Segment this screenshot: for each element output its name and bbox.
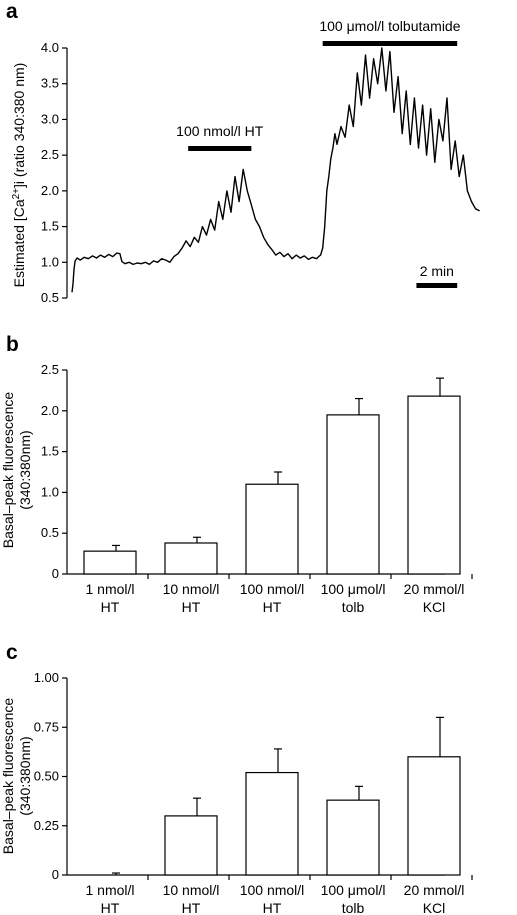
- tolbutamide-annotation-label: 100 μmol/l tolbutamide: [319, 18, 460, 34]
- bar-b: [164, 542, 218, 575]
- panel-label-c: c: [6, 641, 18, 664]
- category-label-c: 10 nmol/l: [163, 882, 220, 898]
- category-sublabel-c: HT: [101, 900, 120, 915]
- category-sublabel-c: tolb: [342, 900, 365, 915]
- category-sublabel-b: HT: [101, 599, 120, 615]
- category-label-b: 20 mmol/l: [404, 581, 465, 597]
- y-tick-label-a: 3.0: [41, 111, 59, 126]
- y-axis-title-a: Estimated [Ca2+]i (ratio 340:380 nm): [11, 63, 27, 288]
- category-label-b: 100 nmol/l: [240, 581, 305, 597]
- category-label-c: 1 nmol/l: [85, 882, 134, 898]
- y-tick-label-a: 2.0: [41, 183, 59, 198]
- y-axis-title-c: Basal–peak fluorescence: [0, 698, 16, 855]
- category-label-c: 100 nmol/l: [240, 882, 305, 898]
- panel-label-b: b: [6, 333, 19, 356]
- y-tick-label-a: 1.5: [41, 219, 59, 234]
- y-tick-label-b: 2.0: [41, 403, 59, 418]
- calcium-trace-line: [71, 47, 480, 293]
- y-tick-label-b: 1.5: [41, 444, 59, 459]
- y-tick-label-c: 0.25: [34, 818, 59, 833]
- category-sublabel-c: HT: [182, 900, 201, 915]
- time-scale-bar-label: 2 min: [420, 263, 454, 279]
- panel-b-bar-chart: b Basal–peak fluorescence (340:380nm) 0 0…: [0, 333, 473, 615]
- y-tick-label-a: 3.5: [41, 76, 59, 91]
- bar-b: [245, 483, 299, 575]
- y-tick-label-c: 0.75: [34, 719, 59, 734]
- time-scale-bar: [416, 283, 458, 288]
- bar-c: [326, 799, 380, 876]
- category-sublabel-b: tolb: [342, 599, 365, 615]
- y-tick-label-c: 0.50: [34, 769, 59, 784]
- category-label-b: 100 μmol/l: [321, 581, 386, 597]
- ht-annotation-label: 100 nmol/l HT: [176, 123, 264, 139]
- bar-c: [245, 771, 299, 876]
- y-tick-label-a: 0.5: [41, 290, 59, 305]
- panel-label-a: a: [6, 0, 18, 23]
- category-label-c: 20 mmol/l: [404, 882, 465, 898]
- y-tick-label-c: 0: [52, 867, 59, 882]
- category-sublabel-b: HT: [263, 599, 282, 615]
- bar-b: [326, 414, 380, 575]
- tolbutamide-application-bar: [322, 41, 458, 46]
- category-label-b: 10 nmol/l: [163, 581, 220, 597]
- category-label-c: 100 μmol/l: [321, 882, 386, 898]
- category-sublabel-b: KCl: [423, 599, 446, 615]
- y-tick-label-b: 0.5: [41, 525, 59, 540]
- y-tick-label-c: 1.00: [34, 670, 59, 685]
- panel-c-bar-chart: c Basal–peak fluorescence (340:380nm) 0 0…: [0, 641, 473, 915]
- ht-application-bar: [188, 146, 252, 151]
- bar-c: [407, 756, 461, 876]
- y-axis-title-b: Basal–peak fluorescence: [0, 392, 16, 549]
- y-tick-label-b: 0: [52, 566, 59, 581]
- y-tick-label-a: 4.0: [41, 40, 59, 55]
- category-sublabel-b: HT: [182, 599, 201, 615]
- category-label-b: 1 nmol/l: [85, 581, 134, 597]
- y-tick-label-a: 2.5: [41, 147, 59, 162]
- y-axis-subtitle-c: (340:380nm): [17, 736, 33, 815]
- bar-b: [407, 395, 461, 575]
- y-axis-subtitle-b: (340:380nm): [17, 430, 33, 509]
- bar-b: [83, 550, 137, 575]
- y-tick-label-b: 1.0: [41, 484, 59, 499]
- y-tick-label-a: 1.0: [41, 254, 59, 269]
- category-sublabel-c: KCl: [423, 900, 446, 915]
- bar-c: [164, 815, 218, 876]
- panel-a-line-chart: a Estimated [Ca2+]i (ratio 340:380 nm) 0…: [6, 0, 480, 305]
- category-sublabel-c: HT: [263, 900, 282, 915]
- y-tick-label-b: 2.5: [41, 362, 59, 377]
